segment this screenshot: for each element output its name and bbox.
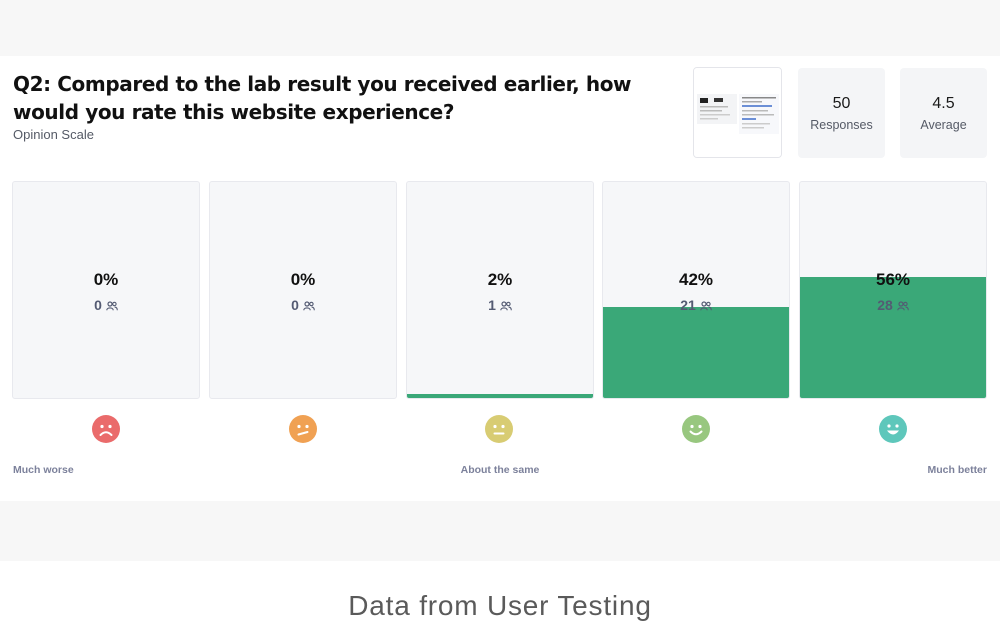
people-icon bbox=[699, 298, 712, 314]
scale-bar-1[interactable]: 0% 0 bbox=[12, 181, 200, 399]
question-title: Q2: Compared to the lab result you recei… bbox=[13, 72, 632, 124]
responses-value: 50 bbox=[832, 95, 851, 112]
unsure-face-icon bbox=[289, 415, 317, 443]
scale-bar-fill bbox=[800, 277, 986, 398]
scale-percent: 0% bbox=[93, 270, 119, 289]
scale-label-high: Much better bbox=[927, 464, 987, 476]
scale-percent: 2% bbox=[487, 270, 513, 289]
scale-bar-4[interactable]: 42% 21 bbox=[602, 181, 790, 399]
website-screenshot-thumbnail[interactable] bbox=[693, 67, 782, 158]
scale-bar-3[interactable]: 2% 1 bbox=[406, 181, 594, 399]
smile-face-icon bbox=[682, 415, 710, 443]
average-label: Average bbox=[920, 118, 967, 132]
scale-bar-2[interactable]: 0% 0 bbox=[209, 181, 397, 399]
neutral-face-icon bbox=[485, 415, 513, 443]
scale-percent: 42% bbox=[678, 270, 714, 289]
sad-face-icon bbox=[92, 415, 120, 443]
average-value: 4.5 bbox=[932, 95, 955, 112]
scale-label-mid: About the same bbox=[460, 464, 540, 476]
people-icon bbox=[500, 298, 512, 314]
scale-count: 28 bbox=[800, 297, 986, 314]
scale-bar-fill bbox=[407, 393, 593, 398]
people-icon bbox=[106, 298, 118, 314]
scale-count: 0 bbox=[210, 297, 396, 314]
scale-bar-fill bbox=[603, 307, 789, 398]
question-type: Opinion Scale bbox=[13, 127, 94, 142]
responses-label: Responses bbox=[810, 118, 873, 132]
scale-percent: 56% bbox=[875, 270, 911, 289]
people-icon bbox=[896, 298, 909, 314]
scale-count: 21 bbox=[603, 297, 789, 314]
average-stat: 4.5 Average bbox=[900, 68, 987, 158]
scale-bar-5[interactable]: 56% 28 bbox=[799, 181, 987, 399]
big-smile-face-icon bbox=[879, 415, 907, 443]
scale-count: 1 bbox=[407, 297, 593, 314]
top-background-band bbox=[0, 0, 1000, 56]
scale-count: 0 bbox=[13, 297, 199, 314]
people-icon bbox=[303, 298, 315, 314]
scale-label-low: Much worse bbox=[13, 464, 74, 476]
footer-caption: Data from User Testing bbox=[348, 590, 652, 621]
bottom-background-band bbox=[0, 501, 1000, 561]
responses-stat: 50 Responses bbox=[798, 68, 885, 158]
scale-percent: 0% bbox=[290, 270, 316, 289]
